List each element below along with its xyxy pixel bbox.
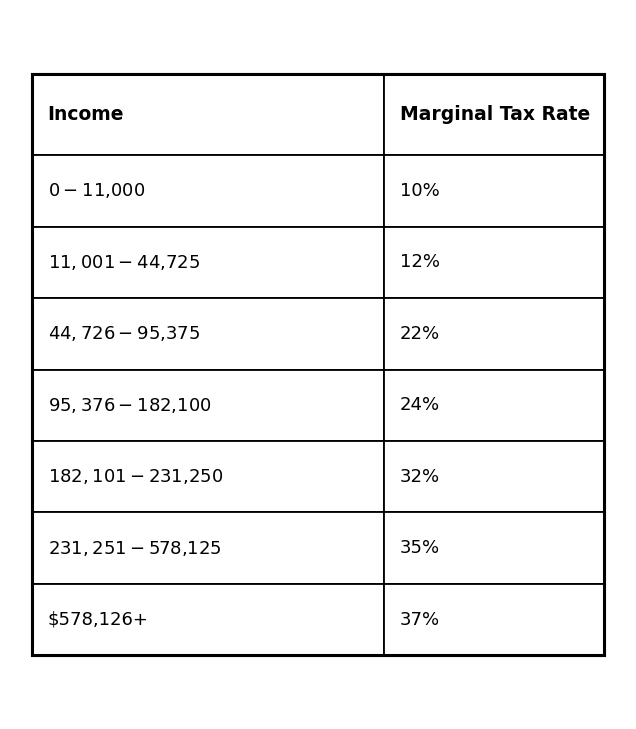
Text: 32%: 32% bbox=[400, 468, 440, 486]
Text: $578,126+: $578,126+ bbox=[48, 611, 149, 628]
Bar bbox=[32, 512, 384, 584]
Bar bbox=[384, 512, 604, 584]
Text: Marginal Tax Rate: Marginal Tax Rate bbox=[400, 105, 590, 124]
Bar bbox=[384, 298, 604, 370]
Bar bbox=[384, 441, 604, 512]
Bar bbox=[32, 584, 384, 655]
Text: 12%: 12% bbox=[400, 254, 439, 271]
Text: 10%: 10% bbox=[400, 182, 439, 200]
Bar bbox=[32, 74, 604, 655]
Bar bbox=[32, 298, 384, 370]
Bar bbox=[384, 227, 604, 298]
Bar bbox=[384, 74, 604, 155]
Bar bbox=[32, 74, 384, 155]
Text: $44,726 - $95,375: $44,726 - $95,375 bbox=[48, 324, 200, 343]
Bar bbox=[32, 370, 384, 441]
Bar bbox=[32, 227, 384, 298]
Bar bbox=[384, 584, 604, 655]
Text: $231,251 - $578,125: $231,251 - $578,125 bbox=[48, 539, 221, 558]
Bar bbox=[384, 155, 604, 227]
Text: $95,376 - $182,100: $95,376 - $182,100 bbox=[48, 396, 211, 415]
Text: $11,001 - $44,725: $11,001 - $44,725 bbox=[48, 253, 200, 272]
Bar bbox=[384, 370, 604, 441]
Text: Income: Income bbox=[48, 105, 124, 124]
Text: 35%: 35% bbox=[400, 539, 440, 557]
Text: 24%: 24% bbox=[400, 397, 440, 414]
Bar bbox=[32, 441, 384, 512]
Text: 37%: 37% bbox=[400, 611, 440, 628]
Bar bbox=[32, 155, 384, 227]
Text: $0 - $11,000: $0 - $11,000 bbox=[48, 182, 145, 200]
Bar bbox=[32, 74, 604, 655]
Text: 22%: 22% bbox=[400, 325, 440, 343]
Text: $182,101 - $231,250: $182,101 - $231,250 bbox=[48, 467, 223, 486]
